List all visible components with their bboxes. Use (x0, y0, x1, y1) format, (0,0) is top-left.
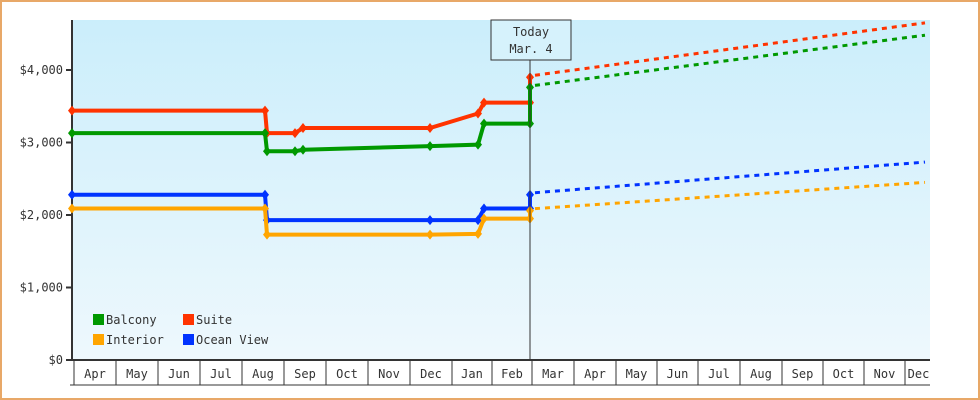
legend-swatch (93, 314, 104, 325)
data-point[interactable] (426, 123, 434, 133)
x-tick-label: May (126, 367, 148, 381)
x-tick-label: Apr (84, 367, 106, 381)
today-marker: Today Mar. 4 (490, 19, 572, 360)
legend-swatch (93, 334, 104, 345)
data-point[interactable] (291, 128, 299, 139)
series-interior (68, 180, 926, 240)
data-point[interactable] (263, 146, 271, 157)
data-point[interactable] (68, 105, 76, 116)
x-tick-label: Feb (501, 367, 523, 381)
data-point[interactable] (299, 144, 307, 155)
legend: Balcony Suite Interior Ocean View (93, 313, 269, 347)
data-point[interactable] (426, 215, 434, 226)
legend-item-suite[interactable]: Suite (183, 313, 232, 327)
data-point[interactable] (480, 118, 488, 129)
y-tick-label: $2,000 (20, 208, 63, 222)
series-balcony (68, 33, 926, 157)
data-point[interactable] (299, 123, 307, 133)
data-point[interactable] (263, 229, 271, 240)
data-point[interactable] (426, 141, 434, 152)
data-point[interactable] (480, 97, 488, 108)
data-point[interactable] (474, 215, 482, 226)
series-ocean-view (68, 160, 926, 226)
data-point[interactable] (291, 146, 299, 157)
x-tick-label: Nov (378, 367, 400, 381)
legend-item-interior[interactable]: Interior (93, 333, 164, 347)
data-point[interactable] (480, 203, 488, 214)
x-tick-label: Aug (750, 367, 772, 381)
data-point[interactable] (474, 108, 482, 119)
data-point[interactable] (261, 128, 269, 139)
y-tick-label: $0 (49, 353, 63, 367)
x-tick-label: Jul (708, 367, 730, 381)
data-point[interactable] (474, 228, 482, 239)
x-tick-label: Jun (168, 367, 190, 381)
series-lines (68, 21, 926, 240)
legend-swatch (183, 314, 194, 325)
data-point[interactable] (261, 189, 269, 200)
today-date: Mar. 4 (509, 42, 552, 56)
plot-area (72, 20, 930, 360)
x-tick-label: Mar (542, 367, 564, 381)
y-tick-label: $4,000 (20, 63, 63, 77)
data-point[interactable] (426, 229, 434, 240)
x-tick-label: Dec (420, 367, 442, 381)
data-point[interactable] (68, 203, 76, 214)
x-tick-label: Sep (792, 367, 814, 381)
data-point[interactable] (68, 128, 76, 139)
data-point[interactable] (261, 203, 269, 214)
data-point[interactable] (68, 189, 76, 200)
x-tick-label: Jun (667, 367, 689, 381)
x-tick-label: Jan (461, 367, 483, 381)
x-tick-label: May (626, 367, 648, 381)
data-point[interactable] (261, 105, 269, 116)
y-tick-label: $1,000 (20, 281, 63, 295)
x-tick-label: Sep (294, 367, 316, 381)
x-tick-label: Nov (874, 367, 896, 381)
x-tick-label: Oct (833, 367, 855, 381)
data-point[interactable] (480, 213, 488, 224)
legend-swatch (183, 334, 194, 345)
x-axis: Apr May Jun Jul Aug Sep Oct Nov Dec Jan Feb Mar Apr M… (70, 359, 930, 386)
legend-label: Balcony (106, 313, 157, 327)
legend-label: Suite (196, 313, 232, 327)
legend-item-ocean-view[interactable]: Ocean View (183, 333, 269, 347)
x-tick-label: Dec (908, 367, 930, 381)
data-point[interactable] (474, 139, 482, 150)
y-axis: $0 $1,000 $2,000 $3,000 $4,000 (20, 20, 73, 367)
x-tick-label: Oct (336, 367, 358, 381)
today-label: Today (513, 25, 549, 39)
legend-label: Interior (106, 333, 164, 347)
legend-label: Ocean View (196, 333, 269, 347)
x-tick-label: Aug (252, 367, 274, 381)
legend-item-balcony[interactable]: Balcony (93, 313, 157, 327)
y-tick-label: $3,000 (20, 136, 63, 150)
x-tick-label: Apr (584, 367, 606, 381)
x-tick-label: Jul (210, 367, 232, 381)
